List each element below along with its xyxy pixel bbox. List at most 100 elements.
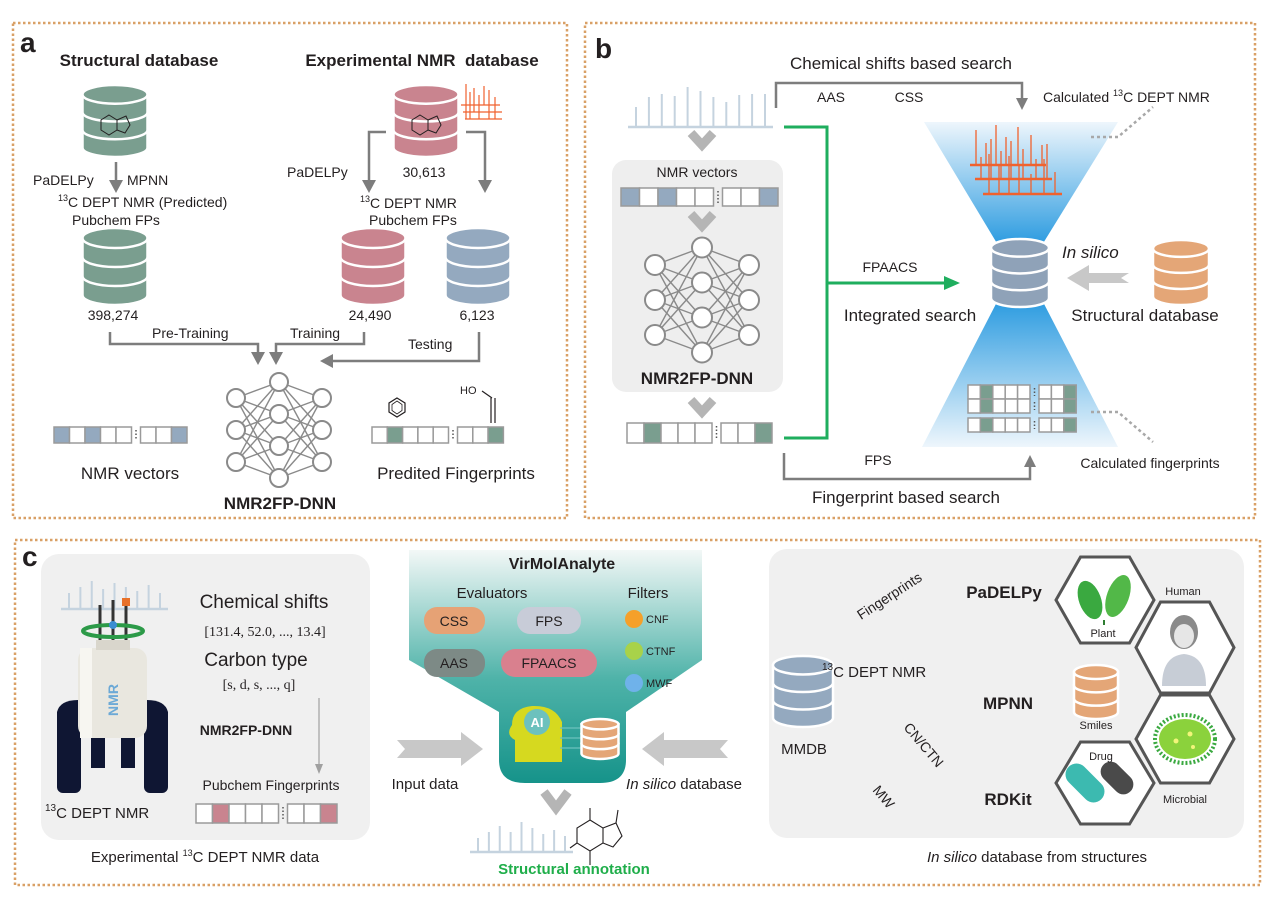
evaluator-label: AAS	[440, 655, 468, 671]
database-top	[444, 226, 512, 250]
panel-a-border	[11, 21, 569, 520]
chemical-shifts-label: Chemical shifts	[200, 592, 329, 613]
vector-cell	[992, 384, 1006, 400]
vector-cell	[1016, 384, 1031, 400]
evaluator-label: CSS	[440, 613, 469, 629]
evaluator-fps[interactable]: FPS	[517, 607, 581, 634]
arrow-down-icon	[315, 764, 323, 774]
neuron	[738, 289, 760, 311]
neural-network-icon	[644, 236, 760, 364]
vector-cell	[1038, 398, 1053, 414]
vector-cell	[53, 426, 71, 444]
vector-cell	[84, 426, 102, 444]
hydroxyl-label: HO	[460, 385, 477, 397]
split-arrows	[367, 130, 487, 184]
database-icon	[81, 226, 149, 307]
calculated-spectra-icon	[970, 125, 1062, 196]
filter-cnf[interactable]: CNF	[625, 610, 669, 628]
chemical-shift-bracket	[774, 81, 1024, 108]
vector-cell	[620, 187, 641, 207]
nmr-spectrometer-icon: NMR	[57, 598, 168, 793]
evaluator-aas[interactable]: AAS	[424, 649, 485, 677]
vector-cell	[228, 803, 247, 824]
neuron	[691, 306, 713, 329]
vector-cell	[979, 384, 994, 400]
connection	[278, 429, 323, 479]
evaluator-label: FPAACS	[522, 655, 577, 671]
vector-cell	[967, 398, 982, 414]
database-top	[339, 226, 407, 250]
evaluators-label: Evaluators	[457, 585, 528, 602]
testing-label: Testing	[408, 336, 452, 352]
connection	[701, 264, 750, 353]
aas-label: AAS	[817, 89, 845, 105]
vector-cell	[657, 187, 678, 207]
vector-cell	[992, 417, 1006, 433]
filter-label: MWF	[646, 678, 673, 690]
vector-cell	[1016, 417, 1031, 433]
connection	[235, 413, 280, 463]
arrow-left-icon	[320, 354, 333, 368]
panel-a-label: a	[20, 27, 36, 58]
calculated-fingerprint-grid	[967, 384, 1077, 433]
input-arrow	[397, 732, 483, 766]
fingerprint-bar	[371, 426, 505, 444]
vector-cell	[1016, 398, 1031, 414]
rdkit-label: RDKit	[984, 790, 1032, 809]
database-icon	[392, 83, 460, 159]
filter-label: CTNF	[646, 646, 676, 658]
vector-cell	[758, 187, 779, 207]
filter-mwf[interactable]: MWF	[625, 674, 673, 692]
arrow-left-icon	[1067, 265, 1129, 291]
structure-sources	[1054, 555, 1236, 826]
database-group-a	[81, 83, 512, 307]
model-name: NMR2FP-DNN	[641, 369, 753, 388]
vector-cell	[115, 426, 133, 444]
caption-right: In silico database from structures	[927, 849, 1147, 866]
vector-cell	[261, 803, 280, 824]
mpnn-label: MPNN	[983, 694, 1033, 713]
caffeine-structure-icon	[100, 114, 131, 136]
mmdb-label: MMDB	[781, 741, 827, 758]
structural-db-title: Structural database	[60, 51, 219, 70]
evaluator-label: FPS	[535, 613, 562, 629]
vector-cell	[1063, 398, 1077, 414]
vector-cell	[967, 384, 982, 400]
vinyl-alcohol-icon	[481, 390, 496, 423]
model-name: NMR2FP-DNN	[224, 494, 336, 513]
in-silico-arrow	[642, 732, 728, 766]
database-icon	[1151, 238, 1211, 307]
caption-left: Experimental 13C DEPT NMR data	[91, 848, 320, 866]
vector-cell	[472, 426, 489, 444]
experimental-db-title: Experimental NMR database	[305, 51, 538, 70]
source-plant-label: Plant	[1090, 628, 1115, 640]
connection	[701, 299, 750, 353]
neuron	[644, 289, 666, 311]
calculated-nmr-label: Calculated 13C DEPT NMR	[1043, 88, 1210, 105]
neuron	[691, 271, 713, 294]
neuron	[738, 324, 760, 346]
training-label: Training	[290, 325, 340, 341]
database-icon	[81, 83, 149, 159]
evaluator-css[interactable]: CSS	[424, 607, 485, 634]
connection	[654, 247, 703, 336]
arrow-down-icon	[269, 352, 283, 365]
vector-cell	[319, 803, 338, 824]
hourglass-top	[924, 122, 1118, 245]
evaluator-fpaacs[interactable]: FPAACS	[501, 649, 597, 677]
filter-ctnf[interactable]: CTNF	[625, 642, 676, 660]
padelpy-label: PaDELPy	[966, 583, 1042, 602]
database-top	[1072, 663, 1120, 681]
arrow-down-icon	[478, 180, 492, 193]
vector-cell	[740, 187, 761, 207]
benzene-inner-ring	[391, 400, 403, 415]
neuron	[226, 388, 246, 408]
arrow-down-icon	[109, 162, 123, 193]
vector-cell	[1038, 384, 1053, 400]
database-group-b	[989, 237, 1211, 309]
experimental-spectrum-icon	[628, 87, 773, 129]
vector-cell	[1050, 398, 1065, 414]
arrow-left-icon	[1067, 265, 1129, 291]
fpaacs-label: FPAACS	[863, 259, 918, 275]
